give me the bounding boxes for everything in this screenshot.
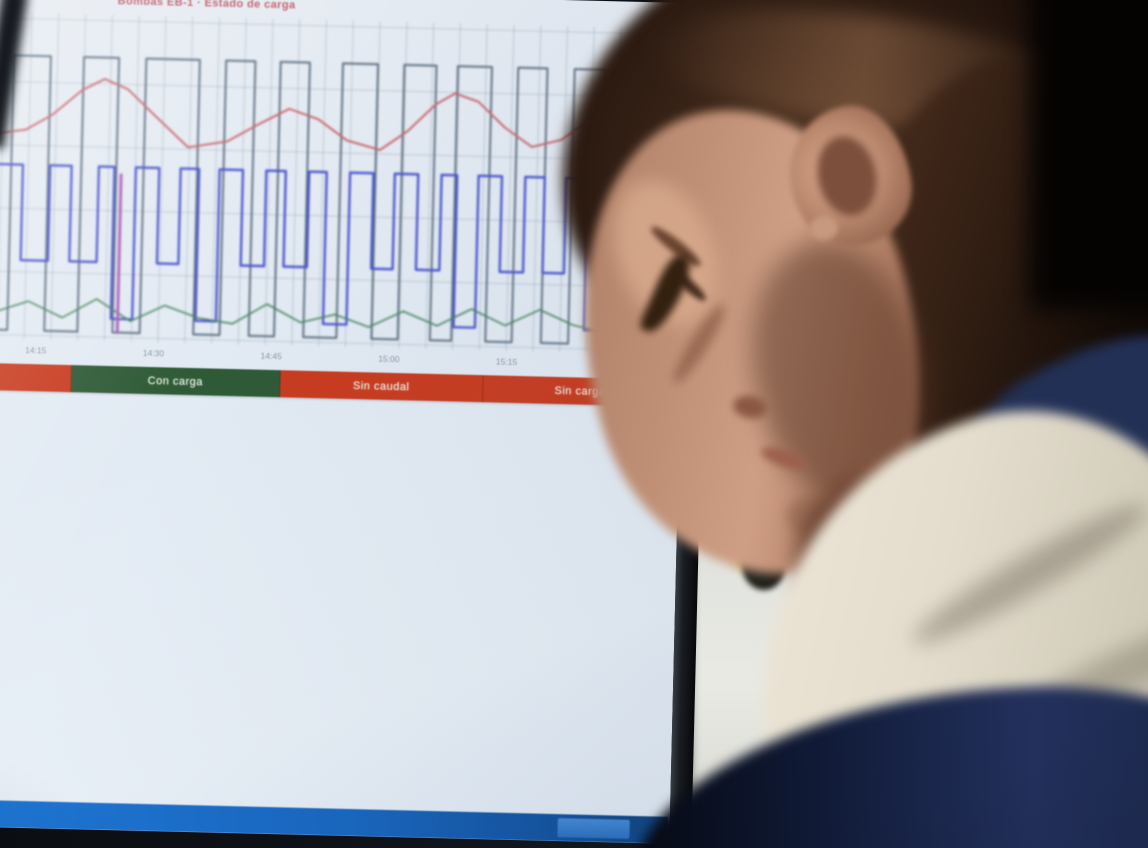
gridline-h: [0, 270, 667, 289]
time-tick: 15:15: [495, 356, 518, 367]
monitor: Bombas EB-1 · Estado de carga 14:15 14:30…: [0, 0, 712, 848]
gridline-v: [157, 16, 167, 343]
gridline-h: [0, 333, 666, 352]
trend-chart-top: [0, 12, 674, 355]
time-tick: 14:45: [260, 350, 282, 362]
gridline-h: [1, 17, 674, 35]
gridline-h: [0, 80, 672, 99]
time-tick: 14:15: [24, 344, 47, 356]
gridline-v: [103, 14, 113, 342]
scada-screen: Bombas EB-1 · Estado de carga 14:15 14:30…: [0, 0, 690, 848]
time-tick: 14:30: [142, 347, 165, 359]
time-tick: 15:00: [378, 353, 400, 365]
gridline-v: [184, 16, 194, 344]
trend-panel-top: Bombas EB-1 · Estado de carga 14:15 14:30…: [0, 0, 690, 411]
status-segment: [0, 362, 72, 393]
gridline-h: [0, 144, 670, 162]
gridline-v: [23, 12, 33, 340]
trace-event-marker: [115, 173, 123, 335]
gridline-v: [505, 24, 515, 351]
gridline-v: [398, 22, 408, 349]
trace-pump-run-state: [0, 54, 671, 347]
gridline-v: [478, 24, 488, 351]
gridline-v: [425, 22, 435, 349]
woman-ear-lobe: [810, 216, 838, 240]
status-segment: Sin caudal: [280, 370, 484, 403]
gridline-v: [318, 20, 328, 347]
gridline-v: [264, 18, 274, 345]
shadow-corner: [1030, 0, 1148, 310]
chart-title-top: Bombas EB-1 · Estado de carga: [117, 0, 296, 12]
status-segment: Con carga: [70, 365, 281, 398]
status-segment-label: Con carga: [147, 374, 204, 388]
taskbar-item: [557, 818, 630, 839]
gridline-v: [210, 17, 220, 344]
trace-level-low: [0, 298, 667, 334]
gridline-v: [291, 19, 301, 346]
gridline-v: [532, 25, 542, 352]
status-segment-label: Sin caudal: [352, 379, 410, 393]
gridline-v: [50, 13, 60, 340]
gridline-h: [0, 207, 669, 225]
